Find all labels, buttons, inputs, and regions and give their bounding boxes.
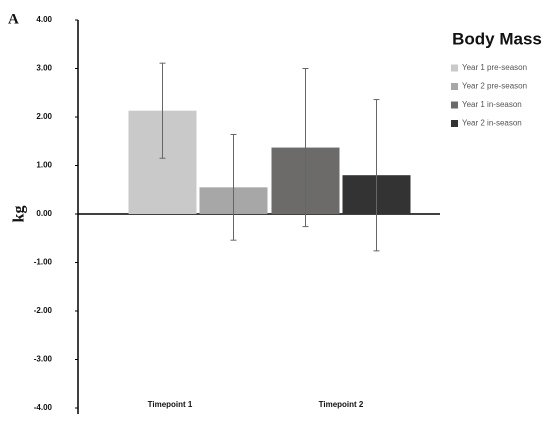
panel-label: A (8, 11, 19, 27)
y-tick-label: 0.00 (36, 209, 52, 218)
y-tick-label: -3.00 (34, 355, 53, 364)
y-tick-label: 1.00 (36, 161, 52, 170)
y-tick-label: -4.00 (34, 403, 53, 412)
y-tick-label: -1.00 (34, 258, 53, 267)
y-tick-label: -2.00 (34, 306, 53, 315)
legend-label: Year 1 in-season (462, 100, 522, 109)
y-tick-label: 2.00 (36, 112, 52, 121)
legend-swatch (451, 101, 458, 109)
legend-label: Year 2 in-season (462, 119, 522, 128)
y-tick-label: 3.00 (36, 64, 52, 73)
legend-label: Year 2 pre-season (462, 82, 527, 91)
x-tick-label: Timepoint 2 (319, 400, 364, 409)
chart-title: Body Mass (452, 29, 542, 48)
y-axis-label: kg (11, 206, 28, 223)
legend-swatch (451, 120, 458, 127)
legend-swatch (451, 64, 458, 72)
legend-label: Year 1 pre-season (462, 63, 527, 72)
x-tick-label: Timepoint 1 (148, 400, 193, 409)
y-tick-label: 4.00 (36, 15, 52, 24)
legend-swatch (451, 83, 458, 90)
